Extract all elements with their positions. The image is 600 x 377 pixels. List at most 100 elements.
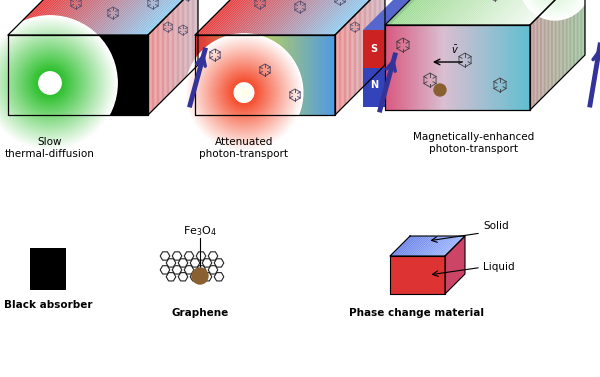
Circle shape (205, 54, 283, 132)
Circle shape (534, 0, 576, 6)
Circle shape (13, 45, 88, 121)
Polygon shape (503, 25, 505, 110)
Polygon shape (129, 0, 181, 35)
Polygon shape (230, 0, 282, 35)
Polygon shape (432, 25, 434, 110)
Polygon shape (10, 0, 62, 35)
Polygon shape (62, 0, 114, 35)
Polygon shape (272, 0, 324, 35)
Circle shape (4, 37, 95, 129)
Polygon shape (235, 0, 287, 35)
Polygon shape (501, 25, 503, 110)
Polygon shape (454, 0, 511, 25)
Polygon shape (97, 0, 149, 35)
Polygon shape (270, 0, 322, 35)
Circle shape (22, 55, 78, 111)
Text: Attenuated
photon-transport: Attenuated photon-transport (199, 137, 289, 159)
Polygon shape (360, 9, 361, 90)
Polygon shape (427, 236, 449, 256)
Polygon shape (549, 5, 551, 91)
Polygon shape (228, 35, 230, 115)
Polygon shape (146, 0, 198, 35)
Polygon shape (290, 0, 341, 35)
Polygon shape (530, 24, 532, 110)
Circle shape (231, 80, 257, 106)
Polygon shape (24, 0, 76, 35)
Polygon shape (333, 35, 335, 115)
Text: N: N (370, 80, 378, 90)
Polygon shape (125, 0, 177, 35)
Polygon shape (407, 25, 409, 110)
Polygon shape (407, 0, 464, 25)
Polygon shape (277, 0, 329, 35)
Polygon shape (89, 0, 140, 35)
Polygon shape (179, 3, 181, 84)
Polygon shape (108, 0, 160, 35)
Polygon shape (314, 0, 366, 35)
Circle shape (44, 77, 56, 89)
Polygon shape (53, 0, 105, 35)
Polygon shape (394, 0, 451, 25)
Polygon shape (479, 25, 481, 110)
Polygon shape (155, 26, 157, 107)
Polygon shape (139, 0, 191, 35)
Circle shape (42, 75, 58, 91)
Polygon shape (331, 35, 333, 115)
Polygon shape (279, 35, 281, 115)
Circle shape (37, 70, 64, 97)
Polygon shape (40, 0, 91, 35)
Polygon shape (454, 25, 455, 110)
Polygon shape (539, 14, 541, 100)
Polygon shape (55, 0, 107, 35)
Polygon shape (172, 10, 173, 91)
Polygon shape (458, 0, 514, 25)
Circle shape (18, 51, 82, 115)
Polygon shape (524, 0, 581, 25)
Circle shape (2, 35, 98, 131)
Polygon shape (227, 0, 278, 35)
Polygon shape (479, 0, 536, 25)
Circle shape (230, 78, 258, 107)
Polygon shape (99, 0, 151, 35)
Polygon shape (446, 0, 503, 25)
Polygon shape (390, 236, 412, 256)
Polygon shape (396, 0, 452, 25)
Polygon shape (202, 0, 254, 35)
Polygon shape (131, 0, 182, 35)
Circle shape (225, 74, 263, 112)
Polygon shape (399, 236, 421, 256)
Polygon shape (528, 25, 530, 110)
Polygon shape (115, 0, 167, 35)
Circle shape (15, 48, 85, 118)
Polygon shape (31, 0, 83, 35)
Polygon shape (541, 12, 542, 99)
Circle shape (243, 92, 245, 93)
Polygon shape (304, 0, 355, 35)
Circle shape (32, 66, 67, 101)
Polygon shape (316, 35, 317, 115)
Polygon shape (548, 6, 549, 92)
Polygon shape (74, 0, 126, 35)
Polygon shape (333, 0, 385, 35)
Circle shape (10, 43, 91, 123)
Polygon shape (69, 0, 121, 35)
Polygon shape (305, 0, 357, 35)
Text: Solid: Solid (483, 221, 509, 231)
Polygon shape (419, 25, 421, 110)
Polygon shape (412, 25, 414, 110)
Polygon shape (216, 0, 268, 35)
Polygon shape (359, 10, 360, 91)
Polygon shape (395, 236, 418, 256)
Polygon shape (514, 0, 571, 25)
Polygon shape (94, 0, 146, 35)
Polygon shape (510, 25, 512, 110)
Polygon shape (25, 0, 77, 35)
Polygon shape (363, 30, 385, 68)
Polygon shape (22, 0, 74, 35)
Polygon shape (412, 236, 434, 256)
Polygon shape (120, 0, 172, 35)
Polygon shape (434, 236, 456, 256)
Circle shape (189, 37, 299, 148)
Polygon shape (275, 35, 277, 115)
Polygon shape (205, 0, 257, 35)
